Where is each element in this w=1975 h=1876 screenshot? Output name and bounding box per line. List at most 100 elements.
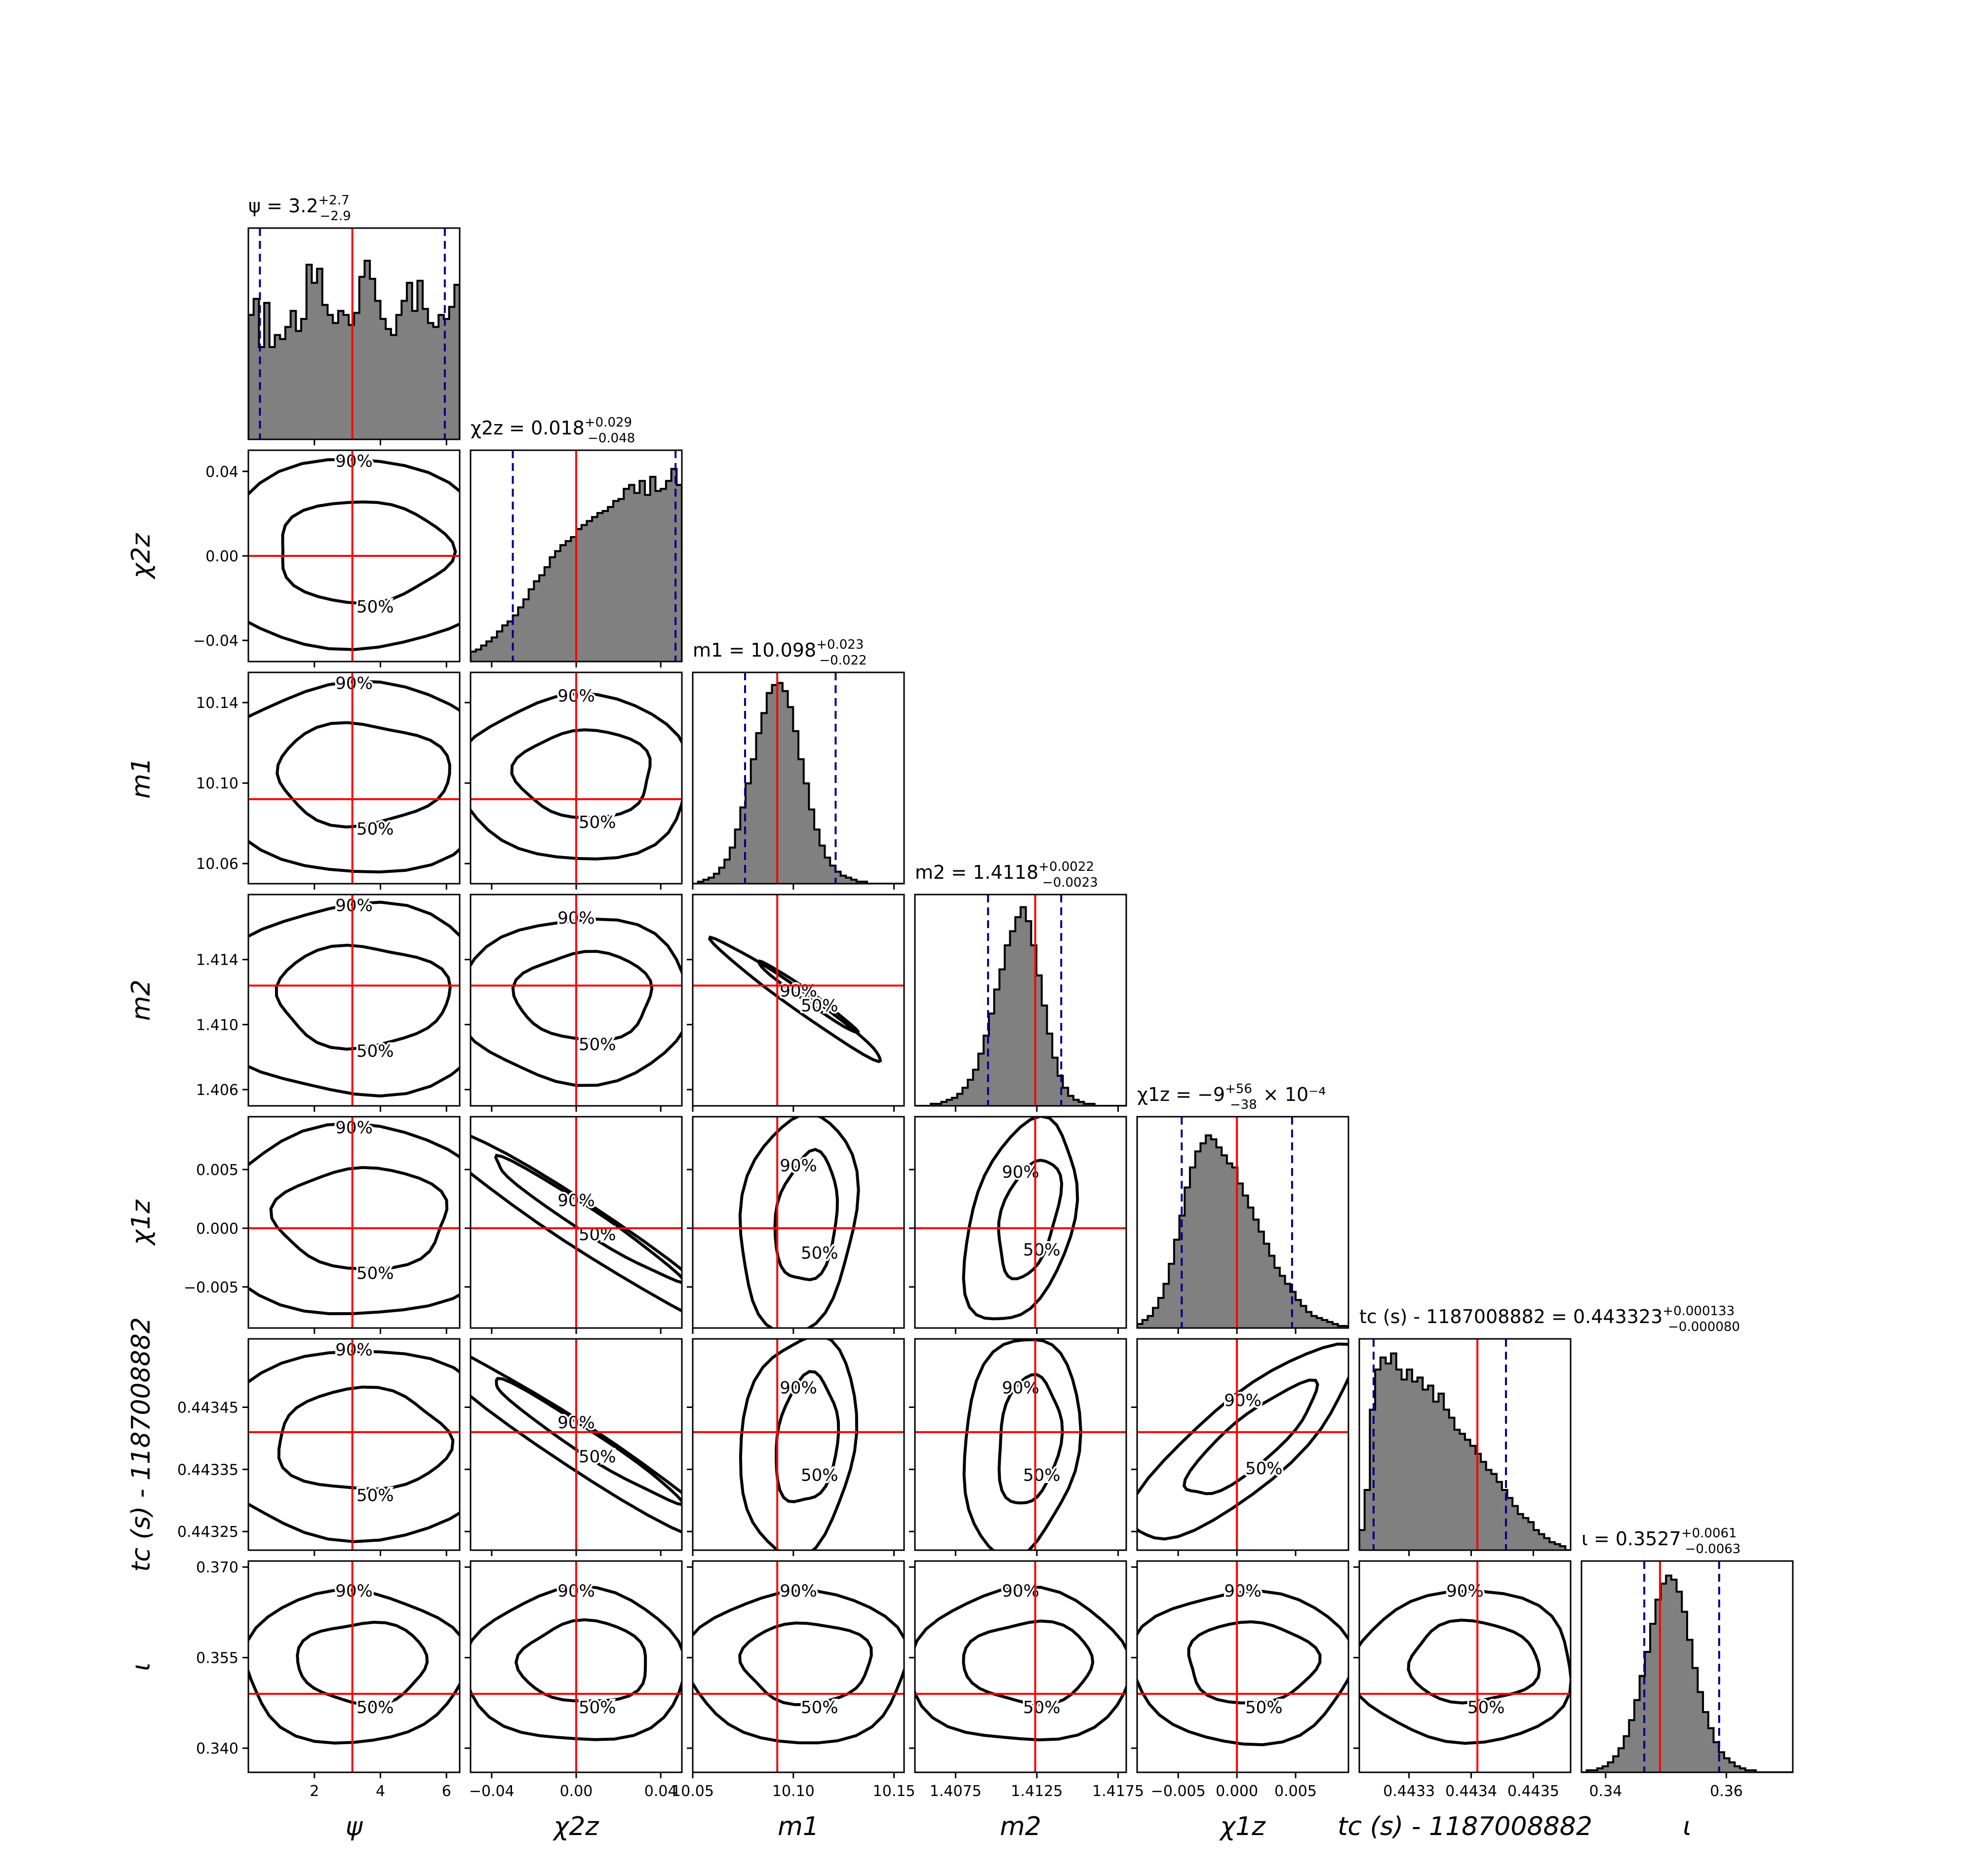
panel-frame (247, 1116, 461, 1329)
hist-bar (1645, 1652, 1651, 1772)
y-tick-label: 0.44335 (177, 1461, 238, 1479)
x-tick-label: 4 (376, 1783, 385, 1800)
hist-bar (1089, 1103, 1095, 1106)
hist-bar (703, 879, 709, 884)
contour-90 (1359, 1589, 1571, 1745)
hist-bar (851, 879, 857, 884)
hist-bar (835, 871, 841, 884)
hist-bar (1518, 1514, 1524, 1550)
hist-bar (1021, 907, 1027, 1106)
hist-bar (312, 282, 317, 439)
hist-panel-m1: m1 = 10.098+0.023 −0.022 (692, 637, 905, 890)
hist-bar (1190, 1167, 1196, 1328)
hist-bar (661, 489, 667, 662)
contour-90 (962, 1117, 1079, 1321)
hist-bar (1084, 1103, 1090, 1106)
hist-bar (1682, 1611, 1688, 1772)
panel-title: m2 = 1.4118+0.0022 −0.0023 (915, 860, 1098, 890)
hist-bar (550, 557, 555, 662)
hist-bar (1592, 1770, 1598, 1772)
contour-panel-m1-chi1z: 90% 50% (687, 1116, 905, 1334)
hist-bar (984, 1035, 989, 1106)
x-axis-label-tc: tc (s) - 1187008882 (1338, 1812, 1592, 1841)
x-tick-label: 0.04 (644, 1783, 677, 1800)
contour-label-50: 50% (579, 1035, 616, 1055)
hist-bar (518, 607, 524, 662)
x-tick-label: −0.04 (469, 1783, 514, 1800)
hist-bar (1237, 1183, 1243, 1328)
hist-bar (1660, 1583, 1666, 1772)
hist-bar (597, 513, 603, 662)
hist-bar (1195, 1151, 1201, 1328)
contour-50 (276, 721, 451, 829)
hist-bar (380, 319, 386, 439)
hist-bar (1460, 1434, 1465, 1550)
contour-90 (693, 1589, 904, 1745)
y-tick-label: 0.000 (196, 1220, 238, 1238)
contour-50 (514, 1618, 647, 1703)
hist-bar (581, 525, 587, 662)
hist-bar (1444, 1409, 1450, 1550)
hist-bar (280, 339, 286, 439)
hist-bar (359, 276, 365, 439)
hist-bar (1735, 1766, 1740, 1772)
panel-frame (1136, 1338, 1349, 1551)
contour-label-50: 50% (356, 597, 394, 617)
contour-90 (708, 935, 882, 1063)
y-tick-label: 0.44325 (177, 1524, 238, 1541)
contour-label-90: 90% (335, 451, 373, 471)
hist-bar (1396, 1369, 1402, 1550)
hist-bar (1370, 1409, 1376, 1550)
hist-bar (1253, 1219, 1259, 1328)
y-tick-label: 0.340 (196, 1740, 238, 1758)
contour-panel-chi1z-tc: 90% 50% (1131, 1338, 1349, 1556)
contour-50 (495, 1376, 682, 1506)
hist-bar (862, 881, 868, 884)
hist-bar (735, 829, 741, 884)
x-tick-label: 2 (310, 1783, 319, 1800)
contour-panel-m1-m2: 90%50% (687, 894, 905, 1112)
hist-bar (761, 713, 767, 884)
contour-label-90: 90% (1224, 1391, 1262, 1410)
contour-50 (296, 1620, 429, 1707)
hist-bar (497, 631, 503, 662)
hist-bar (825, 858, 830, 884)
hist-bar (1750, 1770, 1756, 1772)
x-axis-label-chi2z: χ2z (552, 1812, 599, 1841)
hist-bar (1554, 1544, 1561, 1550)
hist-bar (1491, 1474, 1497, 1550)
hist-bar (962, 1088, 968, 1106)
hist-bar (957, 1094, 963, 1106)
hist-bar (576, 529, 582, 662)
contour-label-50: 50% (356, 1264, 394, 1284)
y-tick-label: 0.44345 (177, 1399, 238, 1416)
hist-bar (1322, 1320, 1328, 1328)
contour-panel-chi1z-iota: 90% 50% −0.005 0.000 0.005 (1131, 1560, 1349, 1800)
contour-panel-psi-chi1z: 90% 50% −0.005 0.000 0.005 (184, 1116, 461, 1334)
hist-bar (645, 495, 651, 662)
hist-bar (1639, 1676, 1645, 1772)
x-axis-label-iota: ι (1683, 1812, 1692, 1841)
hist-bar (1285, 1284, 1291, 1328)
contour-90 (915, 1585, 1126, 1742)
contour-50 (997, 1373, 1064, 1505)
y-axis-label-m2: m2 (126, 979, 156, 1021)
hist-bar (1036, 975, 1042, 1106)
hist-bar (1015, 917, 1021, 1106)
hist-panel-psi: ψ = 3.2+2.7 −2.9 (247, 193, 461, 445)
contour-50 (511, 950, 654, 1042)
hist-bar (1655, 1600, 1661, 1772)
contour-90 (248, 900, 460, 1098)
hist-bar (486, 641, 492, 662)
hist-bar (475, 649, 481, 662)
hist-bar (856, 881, 862, 884)
contour-panel-psi-tc: 90% 50% 0.44325 0.44335 0.44345 (177, 1338, 461, 1556)
contour-label-90: 90% (780, 1581, 817, 1601)
hist-bar (322, 305, 328, 439)
hist-bar (491, 637, 497, 662)
hist-bar (544, 567, 550, 662)
hist-bar (1539, 1534, 1544, 1550)
hist-bar (1470, 1446, 1476, 1550)
hist-bar (443, 319, 450, 439)
hist-bar (650, 476, 656, 662)
